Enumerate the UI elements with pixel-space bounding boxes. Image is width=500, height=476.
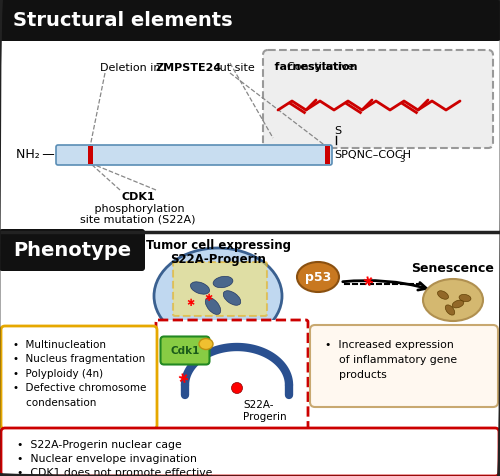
Text: site mutation (S22A): site mutation (S22A)	[80, 215, 196, 225]
Circle shape	[232, 383, 242, 394]
Text: 3: 3	[399, 155, 404, 163]
Ellipse shape	[206, 298, 220, 315]
Text: CDK1: CDK1	[121, 192, 155, 202]
Text: ✱: ✱	[361, 274, 375, 289]
Ellipse shape	[446, 305, 454, 315]
Text: Structural elements: Structural elements	[13, 10, 232, 30]
Text: ✱: ✱	[176, 371, 190, 387]
Text: •  Multinucleation
•  Nucleus fragmentation
•  Polyploidy (4n)
•  Defective chro: • Multinucleation • Nucleus fragmentatio…	[13, 340, 146, 407]
Ellipse shape	[213, 276, 233, 288]
Ellipse shape	[199, 338, 213, 349]
FancyBboxPatch shape	[1, 428, 499, 476]
FancyBboxPatch shape	[0, 229, 145, 271]
Bar	[325, 146, 330, 164]
FancyBboxPatch shape	[263, 50, 493, 148]
Bar	[88, 146, 93, 164]
Text: farnesylation: farnesylation	[228, 62, 358, 72]
Text: Tumor cell expressing: Tumor cell expressing	[146, 239, 290, 252]
Ellipse shape	[438, 291, 448, 299]
Text: NH₂ —: NH₂ —	[16, 149, 55, 161]
Text: p53: p53	[305, 270, 331, 284]
Ellipse shape	[154, 248, 282, 344]
Bar	[2, 268, 498, 474]
FancyBboxPatch shape	[156, 320, 308, 434]
FancyBboxPatch shape	[173, 262, 267, 316]
Text: Deletion in: Deletion in	[100, 63, 164, 73]
FancyBboxPatch shape	[160, 337, 210, 365]
Text: S22A-
Progerin: S22A- Progerin	[243, 400, 286, 422]
Ellipse shape	[190, 282, 210, 294]
Ellipse shape	[223, 291, 241, 305]
Ellipse shape	[297, 262, 339, 292]
Text: Cdk1: Cdk1	[170, 346, 200, 356]
Ellipse shape	[423, 279, 483, 321]
Text: S: S	[334, 126, 341, 136]
Text: ✱: ✱	[186, 298, 194, 308]
Text: ZMPSTE24: ZMPSTE24	[155, 63, 221, 73]
FancyBboxPatch shape	[310, 325, 498, 407]
Text: Constitutive: Constitutive	[287, 62, 358, 72]
Text: Senescence: Senescence	[412, 261, 494, 275]
Bar	[2, 250, 142, 268]
Text: •  Increased expression
    of inflammatory gene
    products: • Increased expression of inflammatory g…	[325, 340, 457, 379]
Text: •  S22A-Progerin nuclear cage
•  Nuclear envelope invagination
•  CDK1 does not : • S22A-Progerin nuclear cage • Nuclear e…	[17, 440, 212, 476]
FancyBboxPatch shape	[0, 0, 500, 41]
Bar	[2, 20, 498, 38]
Text: Phenotype: Phenotype	[13, 240, 131, 259]
Text: phosphorylation: phosphorylation	[91, 204, 185, 214]
FancyBboxPatch shape	[1, 326, 157, 429]
Text: S22A-Progerin: S22A-Progerin	[170, 252, 266, 266]
FancyBboxPatch shape	[56, 145, 332, 165]
Text: SPQNC–COCH: SPQNC–COCH	[334, 150, 411, 160]
Bar	[2, 38, 498, 230]
Ellipse shape	[452, 300, 464, 308]
Ellipse shape	[459, 294, 471, 302]
Text: ✱: ✱	[204, 293, 212, 303]
Text: cut site: cut site	[210, 63, 255, 73]
